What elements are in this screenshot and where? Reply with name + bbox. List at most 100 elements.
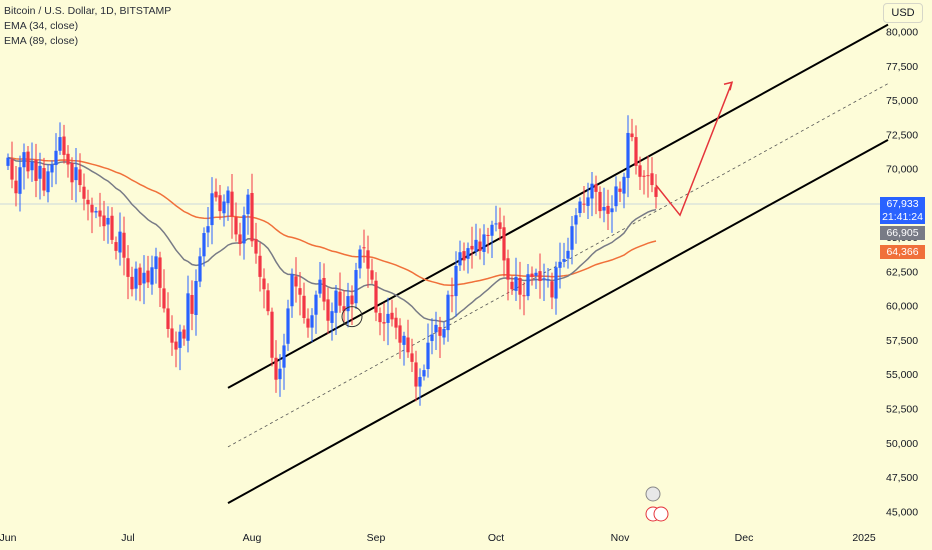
- candle-body: [422, 370, 426, 377]
- candle-body: [226, 190, 230, 204]
- candle-body: [54, 150, 58, 166]
- ema89-price-tag: 64,366: [880, 245, 925, 259]
- candle-body: [114, 242, 118, 251]
- candle-body: [498, 222, 502, 229]
- candle-body: [502, 227, 506, 261]
- candle-body: [22, 152, 26, 168]
- candle-body: [294, 276, 298, 287]
- x-tick-label: Dec: [735, 532, 754, 544]
- candle-body: [630, 133, 634, 138]
- currency-button[interactable]: USD: [883, 3, 923, 23]
- y-tick-label: 72,500: [886, 129, 918, 141]
- candle-body: [638, 165, 642, 177]
- candle-body: [118, 231, 122, 253]
- candle-body: [282, 345, 286, 368]
- candle-body: [506, 258, 510, 280]
- x-tick-label: Oct: [488, 532, 504, 544]
- candle-body: [494, 223, 498, 225]
- candle-body: [438, 327, 442, 336]
- ema34-legend: EMA (34, close): [4, 20, 79, 32]
- candle-body: [26, 151, 30, 172]
- candle-body: [186, 293, 190, 341]
- candle-body: [150, 267, 154, 285]
- candle-body: [270, 311, 274, 358]
- candle-body: [566, 250, 570, 259]
- candle-body: [554, 267, 558, 299]
- candle-body: [402, 335, 406, 345]
- candle-body: [458, 252, 462, 266]
- candle-body: [338, 291, 342, 306]
- candle-body: [70, 162, 74, 183]
- candle-body: [314, 294, 318, 315]
- candle-body: [102, 215, 106, 227]
- candle-body: [454, 265, 458, 297]
- candle-body: [486, 234, 490, 236]
- candle-body: [582, 203, 586, 205]
- candle-body: [138, 267, 142, 286]
- y-tick-label: 62,500: [886, 266, 918, 278]
- candle-body: [86, 199, 90, 205]
- candle-body: [146, 270, 150, 283]
- candle-body: [534, 272, 538, 276]
- candle-body: [410, 353, 414, 362]
- candle-body: [434, 324, 438, 333]
- y-tick-label: 50,000: [886, 438, 918, 450]
- candle-body: [306, 318, 310, 328]
- candle-body: [266, 290, 270, 312]
- candle-body: [462, 251, 466, 261]
- candle-body: [246, 194, 250, 215]
- candle-body: [326, 299, 330, 321]
- candle-body: [278, 368, 282, 380]
- candle-body: [126, 258, 130, 277]
- circle-marker: [341, 306, 363, 328]
- candle-body: [334, 290, 338, 313]
- y-tick-label: 57,500: [886, 335, 918, 347]
- ema34-price-tag: 66,905: [880, 226, 925, 240]
- y-tick-label: 47,500: [886, 472, 918, 484]
- candle-body: [470, 245, 474, 250]
- y-tick-label: 75,000: [886, 95, 918, 107]
- candle-body: [182, 329, 186, 339]
- candle-body: [530, 273, 534, 277]
- candle-body: [98, 210, 102, 217]
- candle-body: [110, 215, 114, 240]
- candle-body: [550, 281, 554, 298]
- candle-body: [234, 217, 238, 235]
- candle-body: [430, 334, 434, 342]
- candle-body: [50, 164, 54, 173]
- candle-body: [634, 137, 638, 166]
- lightning-event-icon: [645, 486, 661, 502]
- candle-body: [158, 257, 162, 288]
- candle-body: [66, 153, 70, 165]
- y-tick-label: 55,000: [886, 369, 918, 381]
- candle-body: [350, 295, 354, 305]
- candle-body: [362, 247, 366, 249]
- candle-body: [366, 250, 370, 269]
- candle-body: [194, 281, 198, 315]
- y-tick-label: 70,000: [886, 164, 918, 176]
- candle-body: [590, 183, 594, 199]
- candle-body: [222, 201, 226, 214]
- candle-body: [310, 315, 314, 328]
- chart-legend: Bitcoin / U.S. Dollar, 1D, BITSTAMP EMA …: [4, 4, 171, 49]
- y-tick-label: 80,000: [886, 27, 918, 39]
- candle-body: [202, 233, 206, 257]
- candle-body: [38, 165, 42, 179]
- candle-body: [426, 342, 430, 370]
- candle-body: [386, 313, 390, 323]
- candle-body: [482, 234, 486, 252]
- candle-body: [650, 173, 654, 186]
- candle-body: [238, 234, 242, 244]
- candle-body: [546, 279, 550, 281]
- candle-body: [190, 294, 194, 314]
- x-tick-label: 2025: [852, 532, 876, 544]
- candle-body: [142, 272, 146, 284]
- candle-body: [522, 295, 526, 297]
- candle-body: [594, 184, 598, 192]
- candle-body: [302, 295, 306, 319]
- candle-body: [626, 132, 630, 178]
- candle-body: [602, 206, 606, 211]
- candle-body: [646, 175, 650, 177]
- candle-body: [378, 313, 382, 323]
